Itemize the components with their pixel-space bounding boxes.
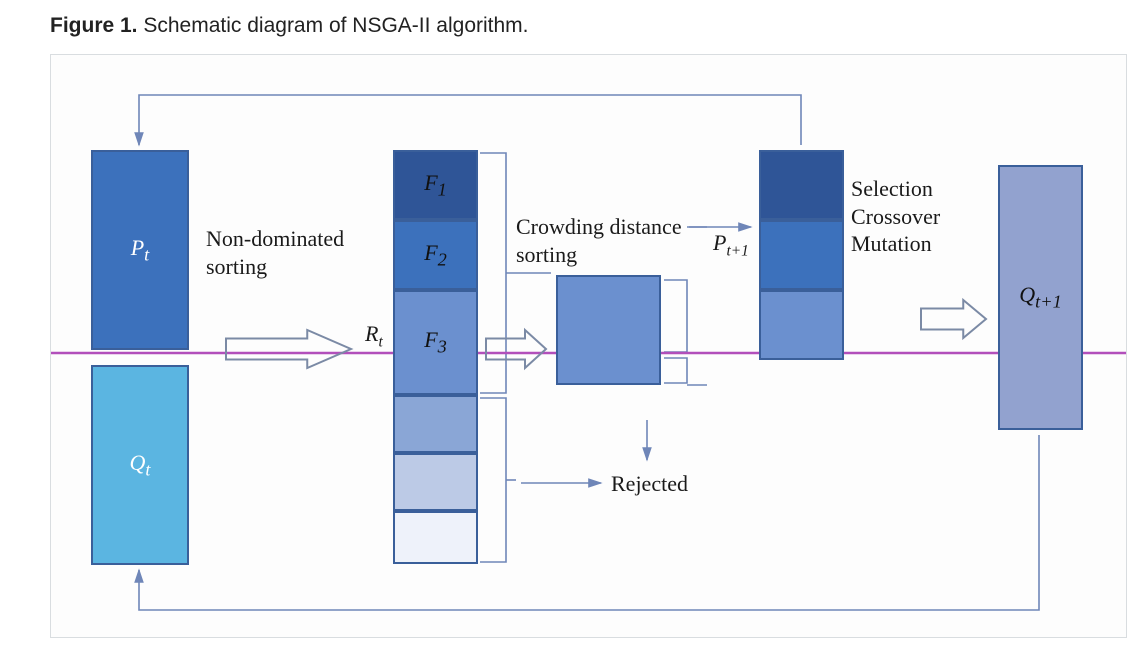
- bracket-f456: [480, 398, 506, 562]
- arrow-feedback-top: [139, 95, 801, 145]
- label-Rt: Rt: [365, 321, 383, 351]
- front-label-F1: F1: [395, 152, 476, 218]
- arrow-to-Qnext: [921, 300, 986, 338]
- pnext-segment-2: [759, 290, 844, 360]
- text-selection-crossover-mutation: SelectionCrossoverMutation: [851, 175, 940, 258]
- front-segment-F6: [393, 511, 478, 564]
- front-label-F3: F3: [395, 292, 476, 393]
- label-Pnext: Pt+1: [713, 230, 749, 260]
- front-segment-F2: F2: [393, 220, 478, 290]
- pnext-segment-0: [759, 150, 844, 220]
- arrow-feedback-bottom: [139, 435, 1039, 610]
- caption-rest: Schematic diagram of NSGA-II algorithm.: [138, 14, 529, 37]
- front-segment-F4: [393, 395, 478, 453]
- box-Pt: Pt: [91, 150, 189, 350]
- front-label-F2: F2: [395, 222, 476, 288]
- text-rejected: Rejected: [611, 470, 688, 498]
- figure-frame: Pt Qt Rt F1F2F3 Pt+1 Qt+1 Non-dominateds…: [50, 54, 1127, 638]
- front-segment-F3: F3: [393, 290, 478, 395]
- bracket-crowd-top: [664, 280, 687, 352]
- pnext-segment-1: [759, 220, 844, 290]
- label-Qnext: Qt+1: [1000, 167, 1081, 428]
- label-Qt: Qt: [93, 367, 187, 563]
- box-Qt: Qt: [91, 365, 189, 565]
- caption-bold: Figure 1.: [50, 14, 138, 37]
- text-crowding-distance-sorting: Crowding distancesorting: [516, 213, 682, 268]
- label-Pt: Pt: [93, 152, 187, 348]
- bracket-f123: [480, 153, 506, 393]
- arrow-to-crowd: [486, 330, 546, 368]
- box-Qnext: Qt+1: [998, 165, 1083, 430]
- front-segment-F1: F1: [393, 150, 478, 220]
- front-segment-F5: [393, 453, 478, 511]
- crowding-box: [556, 275, 661, 385]
- bracket-crowd-bot: [664, 358, 687, 383]
- figure-caption: Figure 1. Schematic diagram of NSGA-II a…: [50, 14, 529, 38]
- arrow-to-Rt: [226, 330, 351, 368]
- text-non-dominated-sorting: Non-dominatedsorting: [206, 225, 344, 280]
